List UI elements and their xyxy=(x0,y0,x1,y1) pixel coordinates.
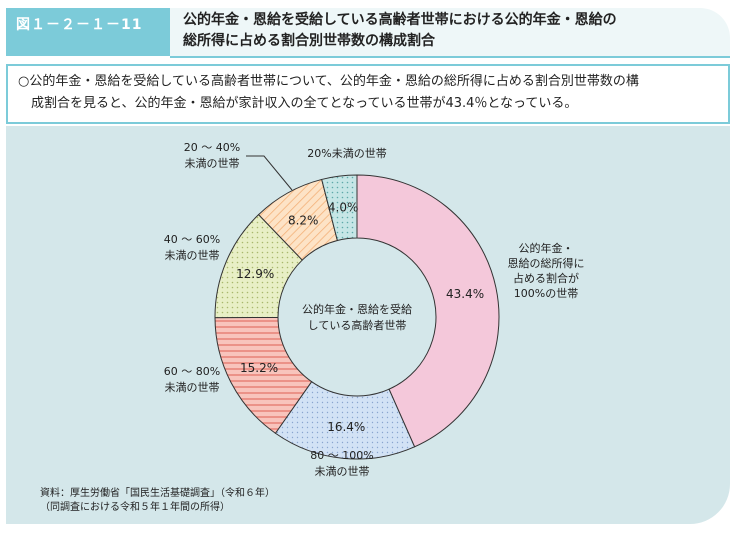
source-note: 資料：厚生労働省「国民生活基礎調査」（令和６年） （同調査における令和５年１年間… xyxy=(40,487,275,515)
donut-category-label-4-line-1: 未満の世帯 xyxy=(185,157,240,170)
donut-slice-0 xyxy=(356,174,500,448)
figure-number: 図１－２－１－11 xyxy=(6,8,170,56)
donut-category-label-3-line-0: 40 ～ 60% xyxy=(164,233,220,246)
donut-category-label-2-line-0: 60 ～ 80% xyxy=(164,365,220,378)
donut-value-label-3: 12.9% xyxy=(236,267,274,281)
donut-category-label-1-line-1: 未満の世帯 xyxy=(315,465,370,478)
donut-category-label-1-line-0: 80 ～ 100% xyxy=(310,449,373,462)
source-line2: （同調査における令和５年１年間の所得） xyxy=(40,502,230,513)
donut-category-label-0-line-0: 公的年金・ xyxy=(519,241,574,255)
donut-category-label-0-line-1: 恩給の総所得に xyxy=(508,256,585,270)
donut-center-line-1: している高齢者世帯 xyxy=(308,318,407,332)
source-line1: 資料：厚生労働省「国民生活基礎調査」（令和６年） xyxy=(40,488,275,499)
donut-value-label-2: 15.2% xyxy=(240,361,278,375)
donut-category-label-0-line-3: 100%の世帯 xyxy=(514,287,578,300)
figure-header: 図１－２－１－11 公的年金・恩給を受給している高齢者世帯における公的年金・恩給… xyxy=(0,0,747,62)
figure-title-bar xyxy=(170,8,730,58)
donut-center-label: 公的年金・恩給を受給している高齢者世帯 xyxy=(302,302,412,332)
donut-category-label-0-line-2: 占める割合が xyxy=(513,271,579,285)
donut-value-label-0: 43.4% xyxy=(446,287,484,301)
figure-title-line1: 公的年金・恩給を受給している高齢者世帯における公的年金・恩給の xyxy=(183,12,617,28)
donut-value-label-5: 4.0% xyxy=(328,200,359,214)
donut-category-label-5-line-0: 20%未満の世帯 xyxy=(307,147,386,160)
donut-category-label-2-line-1: 未満の世帯 xyxy=(165,381,220,394)
donut-category-label-4-line-0: 20 ～ 40% xyxy=(184,141,240,154)
donut-slices xyxy=(214,174,500,460)
donut-value-label-4: 8.2% xyxy=(288,213,319,227)
leader-line-20-40 xyxy=(246,155,293,191)
donut-slice-5 xyxy=(321,174,358,242)
donut-value-labels: 43.4% 16.4% 15.2% 12.9% 8.2% 4.0% xyxy=(236,200,484,434)
figure-title-line2: 総所得に占める割合別世帯数の構成割合 xyxy=(183,33,435,49)
figure-title: 公的年金・恩給を受給している高齢者世帯における公的年金・恩給の 総所得に占める割… xyxy=(183,10,723,52)
donut-center-line-0: 公的年金・恩給を受給 xyxy=(302,302,412,316)
summary-box: ○公的年金・恩給を受給している高齢者世帯について、公的年金・恩給の総所得に占める… xyxy=(6,64,730,124)
summary-line1: ○公的年金・恩給を受給している高齢者世帯について、公的年金・恩給の総所得に占める… xyxy=(18,74,639,89)
donut-value-label-1: 16.4% xyxy=(327,420,365,434)
donut-category-label-3-line-1: 未満の世帯 xyxy=(165,249,220,262)
summary-line2: 成割合を見ると、公的年金・恩給が家計収入の全てとなっている世帯が43.4％となっ… xyxy=(18,96,578,111)
